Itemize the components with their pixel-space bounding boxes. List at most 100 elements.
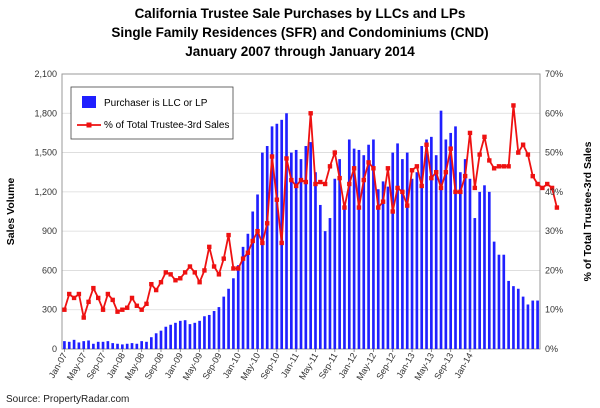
bar [347,139,351,349]
line-point [86,299,91,305]
bar [430,136,433,349]
x-tick-label: Sep-13 [432,351,455,381]
line-point [525,152,531,157]
line-point [506,164,511,169]
line-point [530,173,535,179]
line-point [216,272,222,277]
bar [468,178,472,349]
line-point [265,221,270,226]
bar [425,139,428,349]
line-point [240,256,246,261]
bar [473,218,477,349]
line-point [458,189,463,195]
bar [304,146,308,349]
line-point [419,183,424,189]
bar [454,126,457,349]
bar [396,143,399,349]
line-point [453,189,458,195]
line-point [327,164,333,169]
line-point [482,134,487,140]
line-point [361,177,366,183]
bar [101,341,105,349]
y-tick-label: 600 [42,265,57,275]
bar [159,330,163,349]
chart-title: California Trustee Sale Purchases by LLC… [135,6,466,21]
line-point [105,291,111,297]
bar [222,296,226,349]
bar [193,322,197,349]
bar [526,304,530,349]
bar [434,155,438,349]
line-point [231,266,236,271]
line-point [409,168,415,173]
line-point [496,164,502,169]
bar [149,337,153,349]
line-point [178,276,183,281]
bar [444,139,448,349]
line-point [385,166,391,171]
bar [459,172,462,349]
line-point [337,175,342,181]
chart-date-range: January 2007 through January 2014 [185,44,415,59]
x-axis-ticks: Jan-07May-07Sep-07Jan-08May-08Sep-08Jan-… [47,349,475,382]
y2-tick-label: 50% [545,148,563,158]
line-point [313,181,318,187]
line-point [91,285,96,291]
y2-tick-label: 70% [545,69,563,79]
x-tick-label: Sep-10 [258,351,281,381]
line-point [62,307,67,312]
line-point [124,305,130,310]
y-axis-title: Sales Volume [5,178,17,246]
bar [198,320,201,349]
bar [405,152,409,349]
bar [487,191,491,349]
bar [478,191,481,349]
bar [376,189,380,349]
y-tick-label: 900 [42,226,57,236]
line-point [100,307,106,312]
line-point [284,156,289,161]
line-point [433,170,439,175]
bar [212,311,216,349]
bar [236,265,240,349]
x-tick-label: Sep-07 [85,351,108,381]
line-point [115,309,120,314]
legend-bar-swatch [82,96,96,108]
line-point [197,280,202,285]
bar [352,148,356,349]
y2-tick-label: 30% [545,226,563,236]
line-point [342,205,347,210]
bar [323,231,327,349]
bar [309,142,312,349]
bar [72,339,76,349]
bar [463,159,467,349]
legend-line-label: % of Total Trustee-3rd Sales [104,120,229,131]
line-point [347,181,352,187]
line-point [153,287,159,293]
chart-subtitle: Single Family Residences (SFR) and Condo… [111,25,488,40]
line-series [62,103,560,320]
legend-bar-label: Purchaser is LLC or LP [104,98,208,109]
bar [502,254,506,349]
line-point [144,301,149,307]
bar [343,204,346,349]
bar [130,343,134,349]
bar [497,254,501,349]
legend: Purchaser is LLC or LP % of Total Truste… [70,86,234,140]
bar [125,343,129,349]
line-point [395,185,400,191]
bar [261,152,264,349]
x-tick-label: Sep-12 [374,351,397,381]
bar [256,194,259,349]
bar [207,314,211,349]
line-point [139,307,144,312]
line-point [289,177,294,183]
bar-series [63,110,539,350]
line-point [380,199,386,204]
y2-tick-label: 20% [545,265,563,275]
bar [328,218,332,349]
bar [145,341,148,349]
line-point [535,181,540,187]
line-point [187,264,193,269]
y-tick-label: 0 [52,344,57,354]
